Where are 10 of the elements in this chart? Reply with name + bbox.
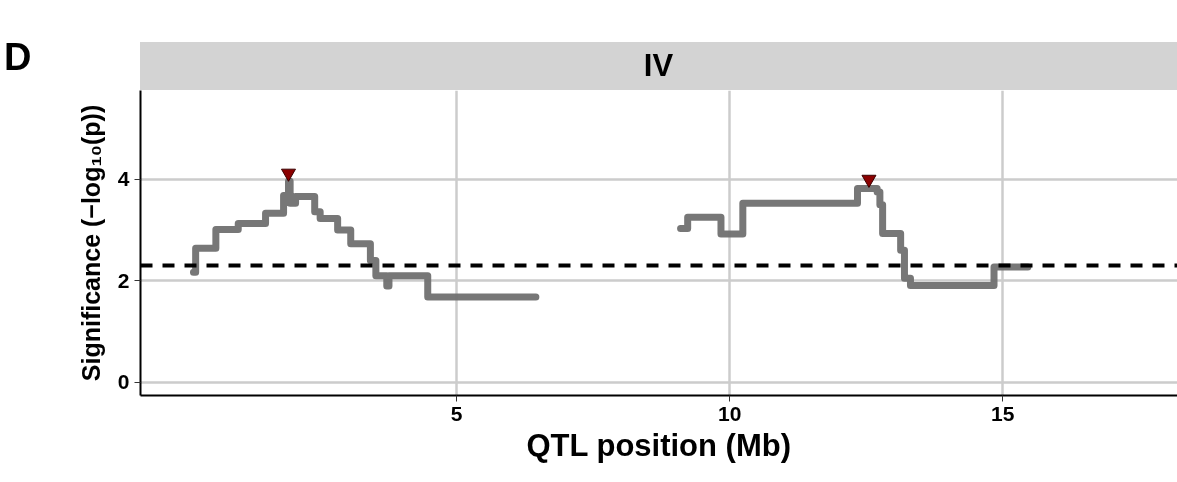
x-tick-label: 5 [450, 401, 463, 425]
y-tick-label: 0 [117, 370, 130, 394]
text: D [4, 36, 32, 79]
y-axis-title: Significance (−log₁₀(p)) [76, 104, 105, 382]
y-tick-label: 2 [117, 268, 130, 292]
chart-title: IV [140, 42, 1177, 90]
x-tick-label: 15 [991, 401, 1015, 425]
x-axis-title: QTL position (Mb) [526, 427, 792, 463]
y-tick-label: 4 [117, 167, 130, 191]
x-tick-label: 10 [718, 401, 742, 425]
